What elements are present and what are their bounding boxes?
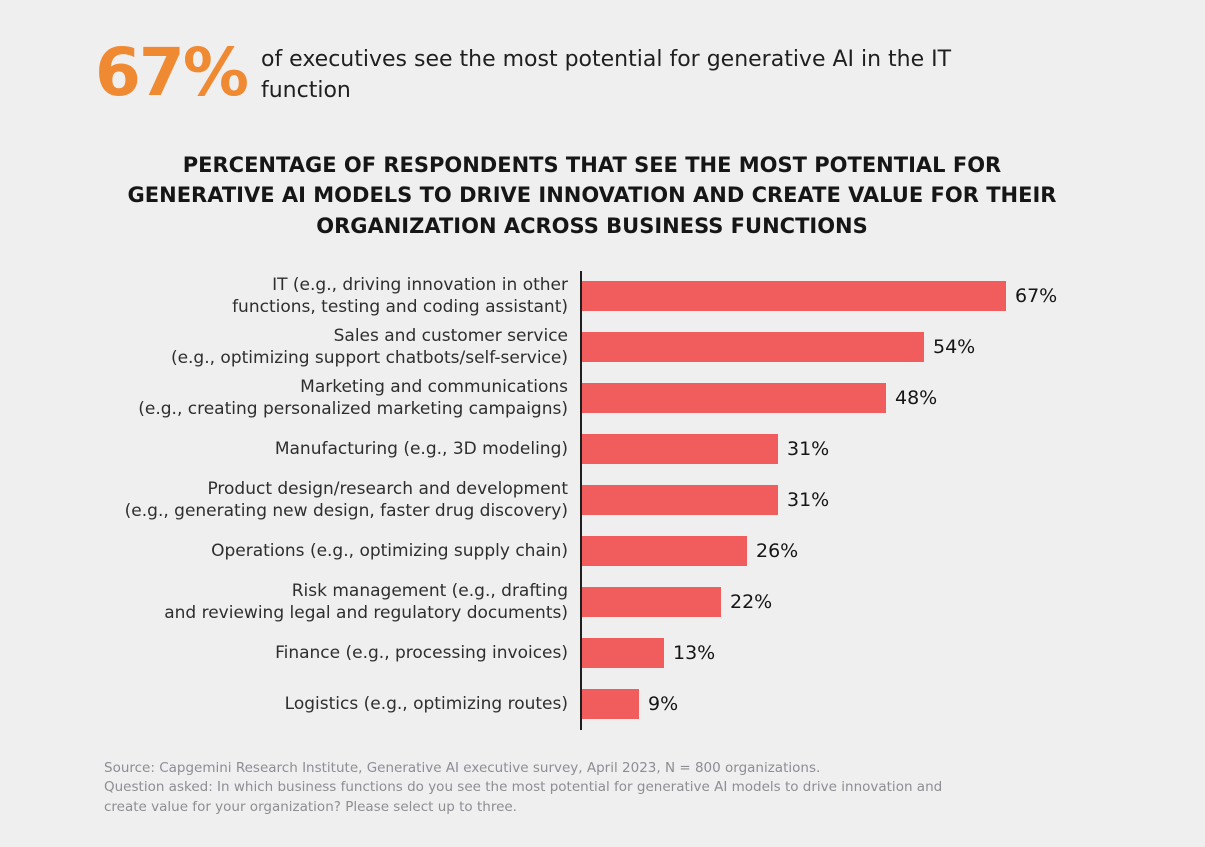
- chart-row: Finance (e.g., processing invoices) 13%: [100, 627, 1205, 679]
- chart-row: Manufacturing (e.g., 3D modeling) 31%: [100, 423, 1205, 475]
- chart-title: PERCENTAGE OF RESPONDENTS THAT SEE THE M…: [127, 153, 1057, 238]
- bar-area: 54%: [580, 321, 1205, 373]
- bar-value-label: 31%: [787, 438, 830, 461]
- bar-area: 13%: [580, 627, 1205, 679]
- bar: [582, 434, 778, 465]
- bar-value-label: 22%: [730, 591, 773, 614]
- bar-value-label: 67%: [1015, 285, 1058, 308]
- bar-chart: IT (e.g., driving innovation in other fu…: [100, 270, 1205, 730]
- bar: [582, 332, 924, 363]
- chart-row: IT (e.g., driving innovation in other fu…: [100, 270, 1205, 322]
- bar-area: 67%: [580, 270, 1205, 322]
- category-label: IT (e.g., driving innovation in other fu…: [232, 274, 568, 318]
- bar-area: 31%: [580, 423, 1205, 475]
- chart-row: Sales and customer service (e.g., optimi…: [100, 321, 1205, 373]
- bar-area: 22%: [580, 576, 1205, 628]
- chart-row: Marketing and communications (e.g., crea…: [100, 372, 1205, 424]
- bar-area: 48%: [580, 372, 1205, 424]
- category-label: Logistics (e.g., optimizing routes): [284, 693, 568, 714]
- bar: [582, 638, 664, 669]
- chart-row: Risk management (e.g., drafting and revi…: [100, 576, 1205, 628]
- headline-text: of executives see the most potential for…: [260, 47, 952, 104]
- headline: 67% of executives see the most potential…: [95, 34, 1205, 111]
- bar-area: 31%: [580, 474, 1205, 526]
- bar: [582, 536, 747, 567]
- bar-value-label: 26%: [756, 540, 799, 563]
- category-label: Marketing and communications (e.g., crea…: [138, 376, 568, 420]
- category-label: Finance (e.g., processing invoices): [275, 642, 568, 663]
- chart-row: Logistics (e.g., optimizing routes) 9%: [100, 678, 1205, 730]
- bar: [582, 281, 1006, 312]
- bar-value-label: 13%: [673, 642, 716, 665]
- category-label: Product design/research and development …: [124, 478, 568, 522]
- source-line: Source: Capgemini Research Institute, Ge…: [104, 759, 821, 776]
- question-line-continued: create value for your organization? Plea…: [104, 798, 517, 815]
- bar: [582, 383, 886, 414]
- chart-row: Operations (e.g., optimizing supply chai…: [100, 525, 1205, 577]
- bar-value-label: 54%: [933, 336, 976, 359]
- bar-area: 9%: [580, 678, 1205, 730]
- bar-value-label: 9%: [648, 693, 679, 716]
- category-label: Manufacturing (e.g., 3D modeling): [274, 438, 568, 459]
- headline-stat: 67%: [95, 34, 249, 111]
- source-note: Source: Capgemini Research Institute, Ge…: [104, 759, 1205, 818]
- bar: [582, 587, 721, 618]
- bar: [582, 689, 639, 720]
- question-line: Question asked: In which business functi…: [104, 779, 943, 796]
- category-label: Risk management (e.g., drafting and revi…: [164, 580, 568, 624]
- bar-value-label: 31%: [787, 489, 830, 512]
- category-label: Sales and customer service (e.g., optimi…: [170, 325, 568, 369]
- bar-area: 26%: [580, 525, 1205, 577]
- bar-value-label: 48%: [895, 387, 938, 410]
- category-label: Operations (e.g., optimizing supply chai…: [211, 540, 568, 561]
- infographic-page: 67% of executives see the most potential…: [0, 34, 1205, 818]
- chart-row: Product design/research and development …: [100, 474, 1205, 526]
- bar: [582, 485, 778, 516]
